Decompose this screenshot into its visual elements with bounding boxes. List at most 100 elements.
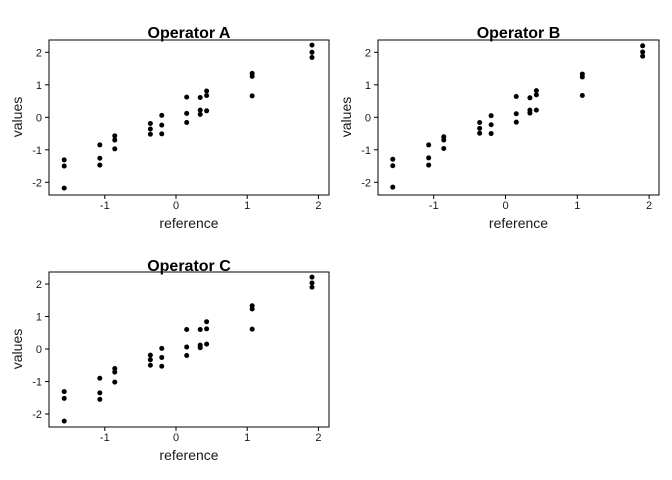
y-tick-label: 0 — [36, 112, 42, 124]
data-point — [309, 280, 315, 286]
data-point — [97, 375, 103, 381]
x-tick-label: -1 — [429, 200, 439, 212]
x-tick-label: 0 — [173, 200, 179, 212]
data-point — [159, 363, 165, 369]
data-point — [477, 120, 483, 125]
data-point — [527, 110, 533, 116]
plot-frame — [48, 39, 330, 196]
data-point — [309, 284, 315, 290]
y-tick-label: 0 — [365, 112, 371, 124]
scatter-plot-operator-b: -1 0 1 2 -2 -1 0 1 2 — [361, 39, 660, 212]
data-point — [204, 319, 210, 325]
data-point — [488, 131, 494, 137]
panel-title-operator-c: Operator C — [147, 258, 231, 276]
data-point — [159, 345, 165, 351]
y-tick-label: -2 — [361, 177, 371, 189]
data-point — [159, 122, 165, 128]
y-tick-label: 2 — [36, 47, 42, 59]
y-tick-label: -1 — [32, 377, 42, 389]
y-tick-label: 1 — [36, 312, 42, 324]
data-point — [112, 137, 118, 143]
x-tick-label: -1 — [100, 200, 110, 212]
data-point — [159, 354, 165, 360]
data-point — [390, 156, 396, 162]
data-point — [147, 120, 153, 126]
data-point — [61, 389, 67, 395]
data-point — [477, 125, 483, 131]
x-tick-label: 2 — [646, 200, 652, 212]
y-tick-label: 0 — [36, 344, 42, 356]
data-point — [249, 73, 255, 79]
data-point — [533, 92, 539, 98]
data-point — [249, 326, 255, 332]
data-point — [61, 163, 67, 169]
data-point — [184, 344, 190, 350]
x-tick-label: 0 — [173, 432, 179, 444]
data-point — [112, 366, 118, 371]
data-point — [61, 418, 67, 424]
y-tick-label: -2 — [32, 177, 42, 189]
data-point — [309, 274, 315, 280]
data-point — [112, 146, 118, 152]
data-point — [184, 120, 190, 125]
y-tick-label: 2 — [365, 47, 371, 59]
data-point — [204, 108, 210, 114]
data-point — [309, 49, 315, 55]
data-point — [197, 111, 203, 117]
data-point — [204, 88, 210, 94]
y-tick-label: 2 — [36, 279, 42, 291]
data-point — [426, 142, 432, 148]
y-tick-label: -2 — [32, 409, 42, 421]
data-point — [197, 345, 203, 351]
data-point — [97, 390, 103, 396]
data-point — [184, 353, 190, 358]
data-point — [390, 163, 396, 169]
data-point — [533, 88, 539, 94]
data-point — [147, 352, 153, 358]
data-point — [112, 133, 118, 139]
y-tick-label: 1 — [365, 80, 371, 92]
panel-operator-b: Operator B values -1 0 1 2 -2 -1 0 1 2 reference — [336, 0, 672, 240]
data-point — [197, 94, 203, 100]
plot-frame — [48, 271, 330, 428]
data-point — [184, 327, 190, 332]
data-point — [249, 93, 255, 99]
data-point — [147, 357, 153, 363]
y-tick-label: 1 — [36, 80, 42, 92]
data-point — [579, 93, 585, 99]
panel-title-operator-a: Operator A — [147, 25, 231, 43]
x-axis-label: reference — [159, 215, 219, 231]
data-point — [97, 155, 103, 161]
data-point — [112, 369, 118, 375]
data-point — [513, 94, 519, 99]
data-point — [390, 184, 396, 190]
data-point — [309, 55, 315, 60]
data-point — [159, 131, 165, 137]
data-point — [184, 94, 190, 100]
data-point — [97, 396, 103, 402]
data-point — [147, 131, 153, 137]
data-point — [204, 93, 210, 99]
data-point — [61, 185, 67, 191]
data-point — [513, 119, 519, 125]
data-point — [527, 95, 533, 101]
data-point — [513, 111, 519, 117]
plot-frame — [377, 39, 660, 196]
data-point — [426, 162, 432, 168]
data-point — [640, 43, 646, 49]
x-axis-label: reference — [159, 447, 219, 463]
x-tick-label: 1 — [244, 432, 250, 444]
scatter-plot-operator-a: -1 0 1 2 -2 -1 0 1 2 — [32, 39, 330, 212]
x-tick-label: -1 — [100, 432, 110, 444]
data-point — [309, 42, 315, 48]
data-point — [441, 137, 447, 143]
data-point — [147, 362, 153, 368]
data-point — [147, 126, 153, 132]
data-point — [488, 113, 494, 119]
data-point — [640, 49, 646, 55]
data-point — [249, 306, 255, 312]
data-point — [477, 130, 483, 136]
data-point — [97, 162, 103, 168]
data-point — [426, 155, 432, 161]
data-point — [159, 112, 165, 118]
